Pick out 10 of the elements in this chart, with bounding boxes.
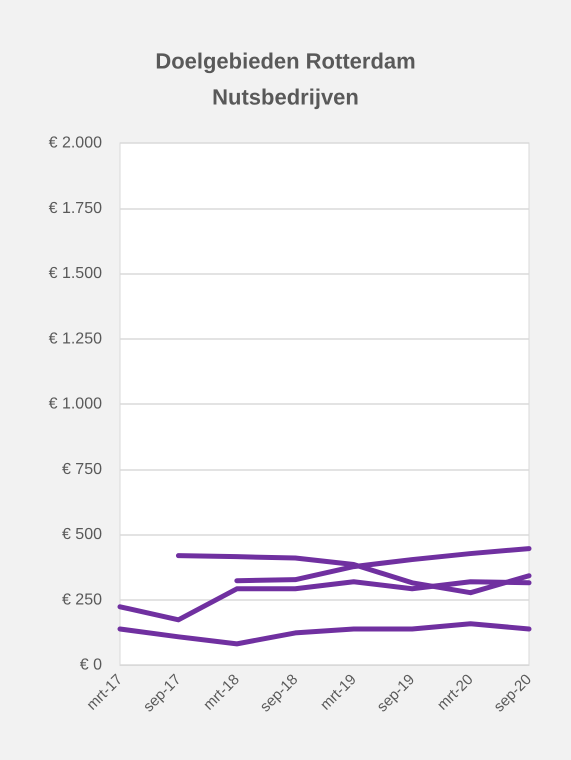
y-tick-label: € 1.250 <box>48 330 102 348</box>
y-tick-label: € 500 <box>62 526 102 543</box>
chart-title: Doelgebieden Rotterdam Nutsbedrijven <box>155 48 416 110</box>
y-tick-label: € 1.500 <box>48 265 102 282</box>
y-tick-label: € 250 <box>62 591 102 608</box>
y-tick-label: € 1.750 <box>48 200 102 217</box>
y-tick-label: € 0 <box>80 656 102 674</box>
y-tick-label: € 1.000 <box>48 396 102 412</box>
y-tick-label: € 2.000 <box>48 134 102 152</box>
y-tick-label: € 750 <box>62 460 102 478</box>
